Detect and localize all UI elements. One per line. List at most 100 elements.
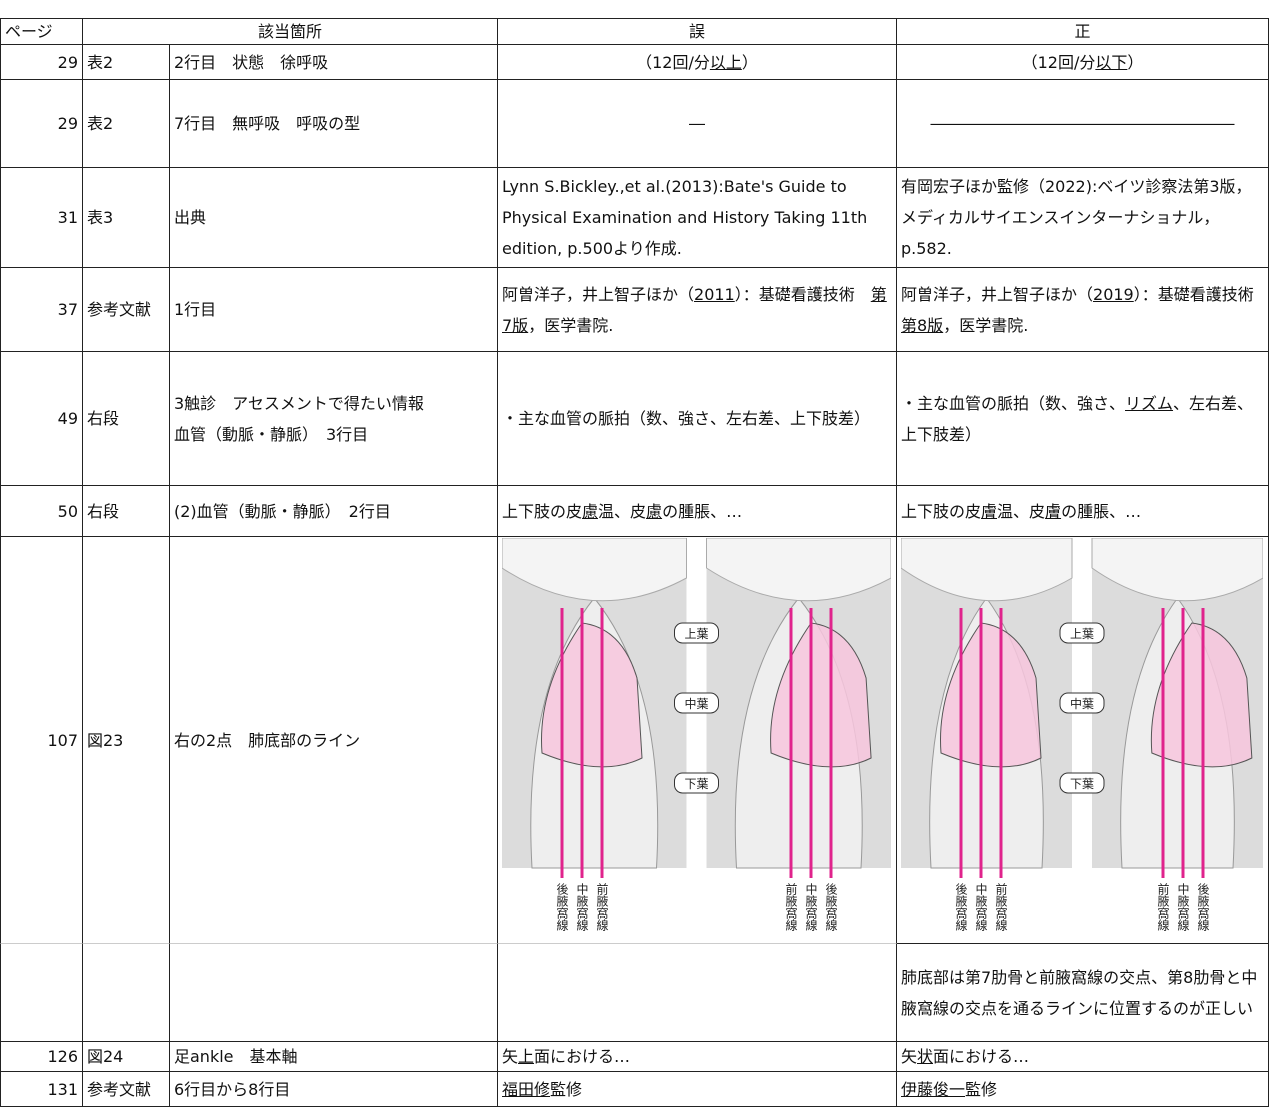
text-run: リズム	[1125, 393, 1174, 413]
cell-content: （12回/分以下）	[1022, 47, 1144, 78]
table-cell: 参考文献	[83, 268, 170, 352]
table-cell	[170, 944, 498, 1042]
table-cell: 図24	[83, 1042, 170, 1072]
cell-content: 31	[58, 202, 78, 233]
cell-content: 2行目 状態 徐呼吸	[174, 47, 493, 78]
cell-content: 矢状面における…	[901, 1041, 1264, 1072]
text-run: 監修	[550, 1079, 583, 1099]
text-run: 上下肢の皮	[502, 501, 583, 521]
cell-text: 図23	[87, 730, 124, 750]
text-run: ）	[741, 52, 758, 72]
table-cell: 107	[0, 537, 83, 944]
lobe-label: 上葉	[684, 627, 708, 641]
text-run: 第8版	[901, 315, 944, 335]
table-cell: 右段	[83, 486, 170, 537]
lobe-label: 中葉	[1070, 696, 1094, 711]
cell-text: ―――――――――――――――――――	[930, 114, 1235, 133]
text-run: （12回/分	[636, 52, 710, 72]
cell-text: 29	[57, 52, 78, 72]
text-run: 阿曽洋子，井上智子ほか（	[901, 284, 1094, 304]
cell-content: 37	[58, 294, 78, 325]
table-cell	[83, 944, 170, 1042]
arm	[501, 537, 687, 601]
text-run: ・主な血管の脈拍（数、強さ、	[901, 393, 1126, 413]
table-cell: ―	[498, 80, 897, 168]
cell-text: 右段	[87, 409, 120, 428]
cell-text: 図24	[87, 1047, 124, 1066]
table-cell: 有岡宏子ほか監修（2022):ベイツ診察法第3版，メディカルサイエンスインターナ…	[897, 168, 1269, 268]
table-cell: 1行目	[170, 268, 498, 352]
table-cell: （12回/分以上）	[498, 45, 897, 80]
cell-content: 足ankle 基本軸	[174, 1041, 493, 1072]
cell-text: 31	[57, 208, 78, 227]
cell-text: 足ankle 基本軸	[174, 1047, 298, 1066]
text-run: の腫脹、…	[1061, 501, 1142, 521]
cell-text: 131	[47, 1079, 78, 1099]
cell-content: 3触診 アセスメントで得たい情報 血管（動脈・静脈） 3行目	[174, 388, 493, 450]
table-cell: ―――――――――――――――――――	[897, 80, 1269, 168]
table-cell: 阿曽洋子，井上智子ほか（2019）：基礎看護技術 第8版，医学書院.	[897, 268, 1269, 352]
lobe-box	[674, 692, 719, 713]
arm	[900, 537, 1073, 601]
table-cell: 後腋窩線 中腋窩線 前腋窩線 前腋窩線 中腋窩線 後腋窩線 上葉 中葉 下葉	[498, 537, 897, 944]
table-cell: 131	[0, 1072, 83, 1107]
axillary-line-label: 中腋窩線	[1176, 881, 1190, 930]
text-run: ，医学書院.	[943, 315, 1029, 335]
cell-text: 7行目 無呼吸 呼吸の型	[174, 114, 361, 133]
text-run: の腫脹、…	[662, 501, 743, 521]
lobe-label: 中葉	[684, 696, 708, 711]
text-run: 面における…	[534, 1047, 631, 1066]
cell-content: 出典	[174, 202, 493, 233]
cell-content: 50	[58, 496, 78, 527]
cell-text: 50	[57, 501, 78, 521]
text-run: 温、皮	[997, 501, 1046, 521]
header-cell: ページ	[0, 18, 83, 45]
cell-content: 図24	[87, 1041, 165, 1072]
cell-content: 阿曽洋子，井上智子ほか（2011）：基礎看護技術 第7版，医学書院.	[502, 279, 892, 341]
table-cell: 3触診 アセスメントで得たい情報 血管（動脈・静脈） 3行目	[170, 352, 498, 486]
table-cell: 右の2点 肺底部のライン	[170, 537, 498, 944]
text-run: ，医学書院.	[528, 315, 614, 335]
text-run: （12回/分	[1021, 52, 1096, 72]
cell-text: 2行目 状態 徐呼吸	[174, 52, 329, 72]
text-run: 慮	[582, 501, 599, 521]
cell-content: ―――――――――――――――――――	[931, 108, 1235, 139]
text-run: 2019	[1093, 284, 1134, 304]
table-cell: 49	[0, 352, 83, 486]
axillary-line-label: 前腋窩線	[1156, 881, 1170, 930]
cell-text: 表2	[87, 114, 114, 133]
table-cell: 出典	[170, 168, 498, 268]
table-cell: 29	[0, 80, 83, 168]
text-run: ）	[1127, 52, 1144, 72]
cell-content: 阿曽洋子，井上智子ほか（2019）：基礎看護技術 第8版，医学書院.	[901, 279, 1264, 341]
cell-text: 出典	[174, 208, 207, 227]
text-run: 矢	[502, 1047, 519, 1066]
table-cell: (2)血管（動脈・静脈） 2行目	[170, 486, 498, 537]
table-cell: 126	[0, 1042, 83, 1072]
cell-text: 29	[57, 114, 78, 133]
axillary-line-label: 前腋窩線	[994, 881, 1008, 930]
table-cell: 50	[0, 486, 83, 537]
table-cell: 足ankle 基本軸	[170, 1042, 498, 1072]
table-cell: 2行目 状態 徐呼吸	[170, 45, 498, 80]
cell-content: 表2	[87, 47, 165, 78]
table-cell: 表3	[83, 168, 170, 268]
header-text: 該当箇所	[257, 22, 322, 41]
cell-content: 肺底部は第7肋骨と前腋窩線の交点、第8肋骨と中腋窩線の交点を通るラインに位置する…	[901, 962, 1264, 1024]
table-cell: 伊藤俊一監修	[897, 1072, 1269, 1107]
cell-content: 図23	[87, 725, 165, 756]
table-cell: 肺底部は第7肋骨と前腋窩線の交点、第8肋骨と中腋窩線の交点を通るラインに位置する…	[897, 944, 1269, 1042]
header-cell: 正	[897, 18, 1269, 45]
cell-content: 伊藤俊一監修	[901, 1074, 1264, 1105]
text-run: 矢	[901, 1047, 918, 1066]
text-run: 以上	[709, 52, 742, 72]
lung	[541, 621, 643, 767]
header-text: 正	[1074, 22, 1091, 41]
text-run: 膚	[981, 501, 998, 521]
cell-content: ・主な血管の脈拍（数、強さ、左右差、上下肢差）	[502, 403, 892, 434]
cell-content: 右の2点 肺底部のライン	[174, 725, 493, 756]
text-run: 状	[917, 1047, 934, 1066]
header-cell: 該当箇所	[83, 18, 498, 45]
cell-text: 参考文献	[87, 1079, 152, 1099]
header-text: ページ	[5, 22, 53, 41]
